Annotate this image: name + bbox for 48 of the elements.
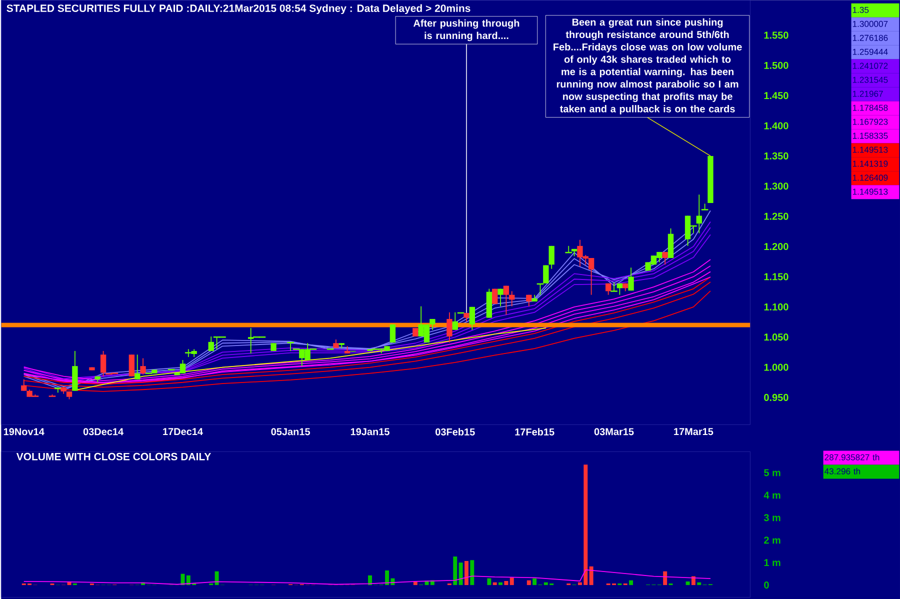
text: 1.241072 bbox=[852, 62, 888, 69]
text: 1.276186 bbox=[852, 34, 888, 41]
y-tick-label: 1.150 bbox=[764, 272, 788, 280]
annotation: Been a great run since pushing through resistance around 5th/6th Feb....Fridays close was on low volume of only 43k shares traded which to me is a potential warning. has been running now almost parabolic so I am now suspecting that profits may be taken and a pullback is on the cards bbox=[554, 18, 742, 114]
x-tick-label: 17Feb15 bbox=[515, 428, 554, 436]
y-tick-label: 1.000 bbox=[764, 364, 788, 371]
text: 1.21967 bbox=[852, 90, 883, 97]
y-tick-label: 1 m bbox=[764, 558, 780, 566]
y-tick-label: 1.050 bbox=[764, 333, 788, 340]
y-tick-label: 1.200 bbox=[764, 242, 788, 250]
x-tick-label: 19Nov14 bbox=[4, 428, 44, 436]
text: 1.126409 bbox=[852, 174, 888, 181]
text: 1.300007 bbox=[852, 20, 888, 27]
x-tick-label: 03Mar15 bbox=[594, 428, 634, 436]
y-tick-label: 1.100 bbox=[764, 303, 788, 310]
y-tick-label: 3 m bbox=[764, 514, 780, 521]
text: 1.167923 bbox=[852, 118, 888, 125]
x-tick-label: 17Mar15 bbox=[674, 428, 714, 435]
y-tick-label: 1.450 bbox=[764, 92, 788, 99]
y-tick-label: 0.950 bbox=[764, 394, 788, 401]
chart-title: VOLUME WITH CLOSE COLORS DAILY bbox=[16, 452, 211, 460]
text: 43.296 th bbox=[824, 468, 860, 474]
x-tick-label: 03Dec14 bbox=[83, 428, 124, 436]
y-tick-label: 4 m bbox=[764, 492, 780, 498]
text: 1.259444 bbox=[852, 48, 888, 55]
text: 1.158335 bbox=[852, 132, 888, 139]
y-tick-label: 5 m bbox=[764, 469, 780, 476]
x-tick-label: 05Jan15 bbox=[271, 428, 310, 436]
text: 1.35 bbox=[852, 6, 869, 13]
x-tick-label: 19Jan15 bbox=[350, 428, 390, 436]
text: 1.149513 bbox=[852, 188, 888, 195]
annotation: After pushing through is running hard.... bbox=[413, 19, 520, 41]
y-tick-label: 1.300 bbox=[764, 182, 788, 190]
text: 1.178458 bbox=[852, 104, 888, 111]
text: 287.935827 th bbox=[824, 454, 880, 460]
chart-title: STAPLED SECURITIES FULLY PAID :DAILY:21Mar2015 08:54 Sydney : Data Delayed > 20mins bbox=[6, 4, 470, 14]
y-tick-label: 0 bbox=[764, 581, 769, 588]
y-tick-label: 1.400 bbox=[764, 122, 788, 130]
x-tick-label: 03Feb15 bbox=[436, 428, 475, 436]
x-tick-label: 17Dec14 bbox=[163, 428, 203, 435]
y-tick-label: 2 m bbox=[764, 536, 780, 544]
y-tick-label: 1.350 bbox=[764, 152, 788, 160]
y-tick-label: 1.500 bbox=[764, 62, 788, 69]
text: 1.231545 bbox=[852, 76, 888, 83]
text: 1.141319 bbox=[852, 160, 888, 167]
text: 1.149513 bbox=[852, 146, 888, 153]
y-tick-label: 1.550 bbox=[764, 31, 788, 39]
y-tick-label: 1.250 bbox=[764, 212, 788, 220]
